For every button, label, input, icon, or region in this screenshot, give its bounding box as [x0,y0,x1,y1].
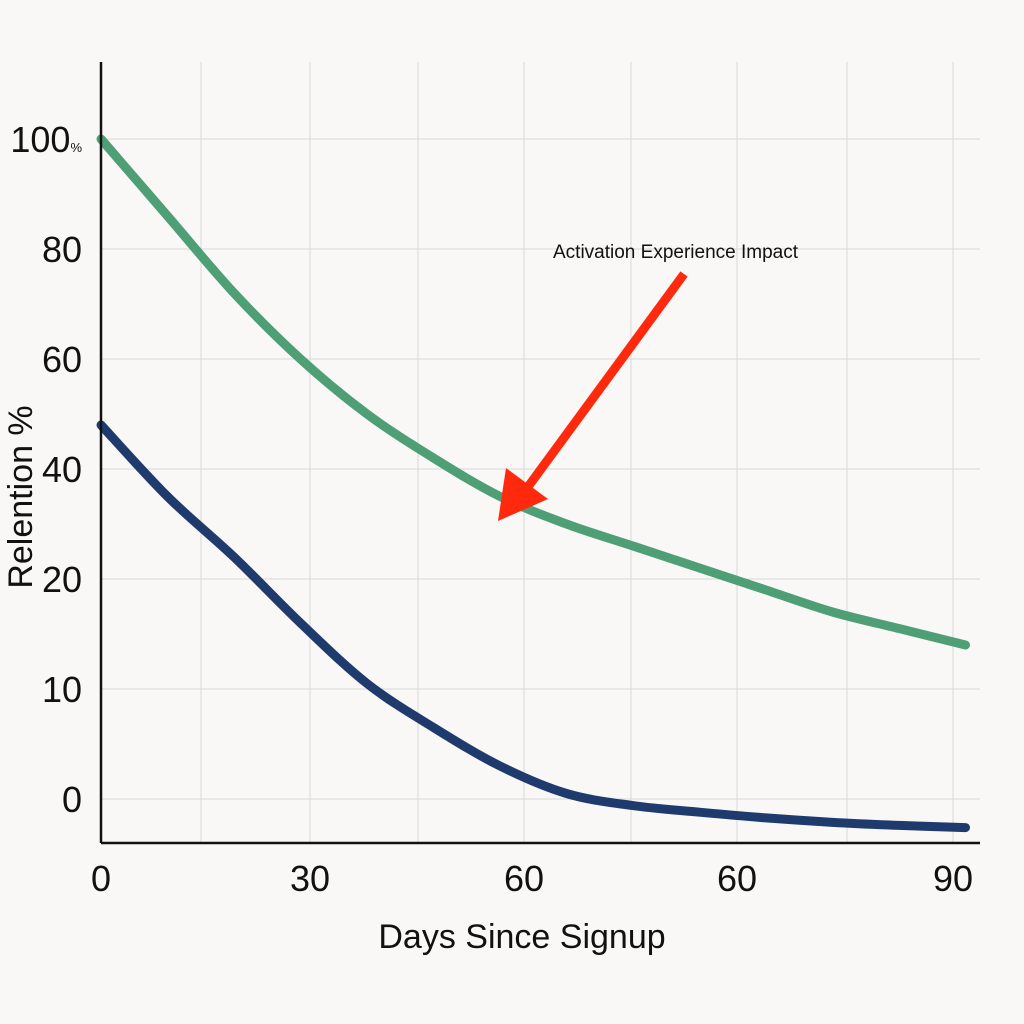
series-line-upper [96,134,970,650]
y-tick-label: 0 [62,779,82,820]
grid-lines [101,62,980,843]
x-tick-label: 30 [290,858,330,899]
x-tick-label: 60 [504,858,544,899]
y-tick-label: 20 [42,559,82,600]
series-line-lower [96,420,970,833]
y-tick-value: 100 [10,119,70,160]
y-tick-label: 80 [42,229,82,270]
y-tick-suffix: % [70,140,82,155]
y-tick-label: 10 [42,669,82,710]
x-tick-label: 0 [91,858,111,899]
x-axis-title: Days Since Signup [378,918,665,956]
y-axis-title: Relention % [2,405,40,588]
annotation-arrow [518,271,688,498]
axes [99,62,980,845]
y-tick-label: 40 [42,449,82,490]
annotation-label: Activation Experience Impact [553,242,799,263]
x-tick-label: 90 [933,858,973,899]
annotation-arrowhead [498,468,548,521]
x-tick-label: 60 [717,858,757,899]
y-tick-label-100: 100% [10,119,82,160]
y-tick-label: 60 [42,339,82,380]
